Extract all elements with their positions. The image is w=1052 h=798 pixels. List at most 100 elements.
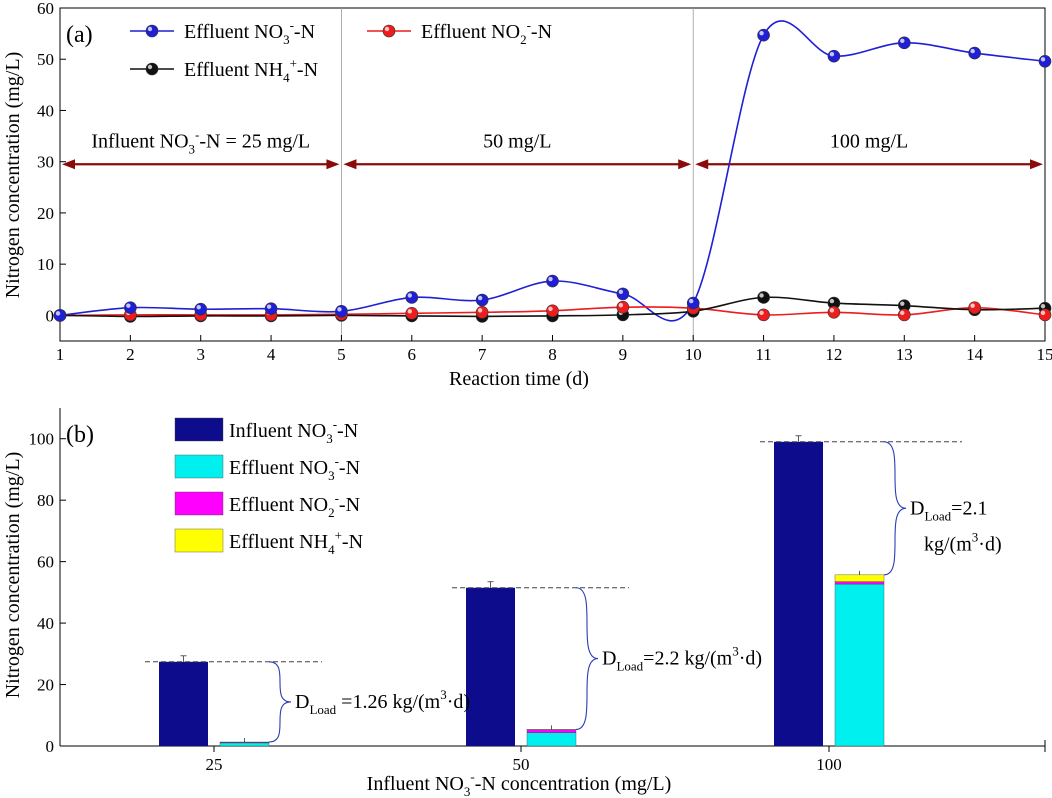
legend-item: Effluent NH4+-N <box>130 56 318 85</box>
y-tick-label: 40 <box>37 614 54 633</box>
data-point <box>757 28 770 42</box>
legend-label: Effluent NO2--N <box>421 18 552 47</box>
panel-a-label: (a) <box>66 22 93 48</box>
panel-a-frame <box>59 7 1046 342</box>
x-tick-label: 7 <box>478 345 487 364</box>
data-point <box>194 302 208 316</box>
y-tick-label: 80 <box>37 491 54 510</box>
legend-label: Effluent NO3--N <box>184 18 315 47</box>
x-tick-label: 15 <box>1037 345 1052 364</box>
panel-b-x-axis-label: Influent NO3--N concentration (mg/L) <box>367 769 672 798</box>
legend-label: Effluent NO3--N <box>229 454 360 483</box>
x-tick-label: 13 <box>896 345 913 364</box>
y-tick-label: 10 <box>37 255 54 274</box>
data-point <box>53 309 67 322</box>
data-point <box>827 296 841 310</box>
panel-a-legend: Effluent NO3--N Effluent NO2--N Effluent N… <box>130 18 552 85</box>
y-tick-label: 60 <box>37 553 54 572</box>
data-point <box>405 307 419 320</box>
legend-item: Effluent NO3--N <box>130 18 315 47</box>
bar-influent <box>159 661 208 746</box>
data-point <box>897 36 911 50</box>
bar-influent <box>774 441 823 746</box>
y-tick-label: 40 <box>37 101 54 120</box>
data-point <box>968 46 981 60</box>
data-point <box>405 291 419 304</box>
bar-effluent-segment <box>834 574 885 582</box>
panel-a-x-axis-label: Reaction time (d) <box>449 368 589 390</box>
x-tick-label: 9 <box>619 345 628 364</box>
legend-item: Effluent NO2--N <box>367 18 552 47</box>
bar-effluent-segment <box>834 583 885 747</box>
brace <box>575 587 599 730</box>
dload-annotation: DLoad=2.1 <box>910 497 987 523</box>
x-tick-label: 4 <box>267 345 276 364</box>
panel-a-y-axis-label: Nitrogen concentration (mg/L) <box>2 52 24 299</box>
x-tick-label: 50 <box>513 755 530 774</box>
x-tick-label: 11 <box>755 345 771 364</box>
legend-item: Effluent NO3--N <box>174 454 360 483</box>
x-tick-label: 2 <box>126 345 135 364</box>
data-point <box>1038 54 1052 68</box>
x-tick-label: 8 <box>548 345 557 364</box>
data-point <box>757 291 770 304</box>
panel-b-y-axis-label: Nitrogen concentration (mg/L) <box>2 452 24 699</box>
data-point <box>616 287 630 301</box>
dload-annotation-unit: kg/(m3·d) <box>924 529 1002 555</box>
phase-label: 50 mg/L <box>483 130 551 152</box>
bar-effluent-segment <box>834 581 885 585</box>
data-point <box>546 304 559 318</box>
bar-effluent-segment <box>526 732 577 747</box>
y-tick-label: 0 <box>46 306 55 325</box>
brace <box>268 661 292 743</box>
legend-label: Influent NO3--N <box>229 417 358 446</box>
panel-b-legend: Influent NO3--N Effluent NO3--N Effluent N… <box>174 417 363 557</box>
data-point <box>897 308 911 322</box>
phase-label: 100 mg/L <box>830 130 908 152</box>
y-tick-label: 100 <box>29 430 55 449</box>
data-point <box>546 274 559 288</box>
x-tick-label: 12 <box>825 345 842 364</box>
legend-label: Effluent NH4+-N <box>229 528 363 557</box>
data-point <box>968 301 981 315</box>
legend-label: Effluent NO2--N <box>229 491 360 520</box>
y-tick-label: 60 <box>37 0 54 18</box>
x-tick-label: 100 <box>816 755 842 774</box>
data-point <box>335 304 348 318</box>
legend-item: Effluent NO2--N <box>174 491 360 520</box>
legend-item: Influent NO3--N <box>174 417 358 446</box>
x-tick-label: 14 <box>966 345 984 364</box>
dload-annotation: DLoad =1.26 kg/(m3·d) <box>295 687 470 717</box>
bar-effluent-segment <box>526 729 577 733</box>
data-point <box>827 49 841 63</box>
y-tick-label: 30 <box>37 153 54 172</box>
x-tick-label: 10 <box>685 345 702 364</box>
y-tick-label: 0 <box>46 737 55 756</box>
series-line <box>59 20 1046 322</box>
phase-arrow <box>62 159 340 170</box>
y-tick-label: 20 <box>37 204 54 223</box>
panel-b: 0 20 40 60 80 100 25 50 100 DLoad =1.26 kg/(m3·d… <box>2 408 1046 798</box>
x-tick-label: 25 <box>206 755 223 774</box>
y-tick-label: 20 <box>37 676 54 695</box>
bar-influent <box>466 587 515 746</box>
legend-item: Effluent NH4+-N <box>174 528 363 557</box>
phase-label: Influent NO3--N = 25 mg/L <box>91 127 310 156</box>
phase-arrow <box>343 159 692 170</box>
x-tick-label: 3 <box>196 345 205 364</box>
x-tick-label: 1 <box>56 345 65 364</box>
panel-b-label: (b) <box>66 422 94 448</box>
data-point <box>757 308 770 322</box>
data-point <box>264 302 278 316</box>
y-tick-label: 50 <box>37 50 54 69</box>
phase-arrow <box>695 159 1043 170</box>
x-tick-label: 5 <box>337 345 346 364</box>
data-point <box>616 300 630 314</box>
data-point <box>1038 308 1052 322</box>
x-tick-label: 6 <box>408 345 417 364</box>
data-point <box>475 293 489 307</box>
data-point <box>827 306 841 319</box>
legend-label: Effluent NH4+-N <box>184 56 318 85</box>
